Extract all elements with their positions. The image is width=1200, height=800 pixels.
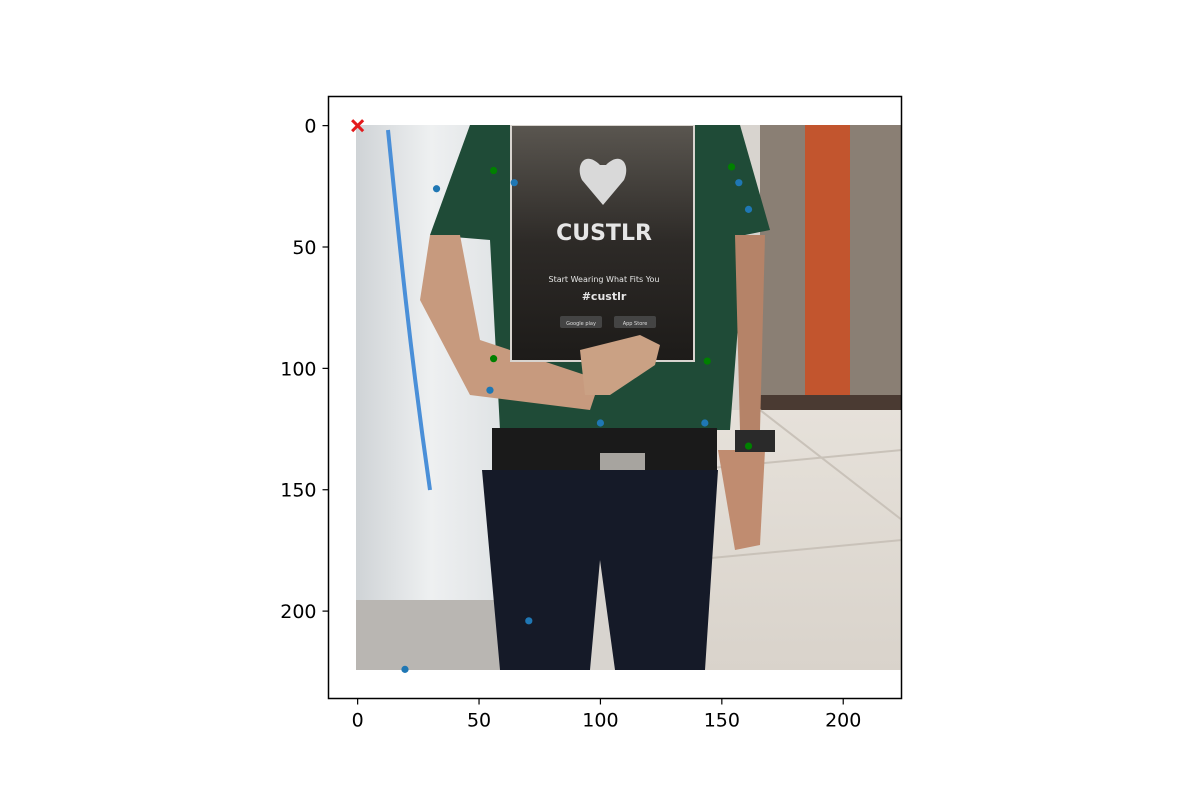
- scatter-point: [735, 179, 743, 187]
- y-tick-label: 50: [292, 237, 316, 259]
- y-tick-label: 0: [304, 116, 316, 138]
- poster-badge-google: [560, 316, 602, 328]
- scatter-point: [401, 665, 409, 673]
- scatter-point: [744, 205, 753, 213]
- background-photo: CUSTLR Start Wearing What Fits You #cust…: [356, 125, 902, 670]
- x-tick-label: 100: [582, 710, 618, 732]
- y-tick-label: 100: [280, 358, 316, 380]
- scatter-point: [525, 617, 533, 625]
- y-axis: 0 50 100 150 200: [280, 116, 329, 623]
- scatter-point: [744, 442, 753, 450]
- reference-x-marker: [351, 119, 365, 133]
- scatter-point: [486, 386, 494, 394]
- scatter-point: [727, 163, 736, 171]
- scatter-point: [701, 419, 709, 427]
- axes-frame: [327, 95, 903, 700]
- poster-badge-apple-label: App Store: [623, 321, 648, 327]
- x-tick-label: 150: [704, 710, 740, 732]
- poster-badge-apple: [614, 316, 656, 328]
- poster-brand: CUSTLR: [556, 221, 652, 246]
- scatter-point: [490, 166, 498, 175]
- x-tick-label: 200: [825, 710, 861, 732]
- scatter-point: [432, 185, 441, 193]
- poster-hashtag: #custlr: [582, 290, 627, 303]
- scatter-point: [703, 357, 711, 365]
- x-tick-label: 50: [467, 710, 491, 732]
- x-tick-label: 0: [352, 710, 364, 732]
- y-tick-label: 150: [280, 480, 316, 502]
- y-tick-label: 200: [280, 601, 316, 623]
- x-axis: 0 50 100 150 200: [352, 698, 861, 732]
- scatter-point: [596, 419, 605, 427]
- scatter-point: [510, 179, 518, 187]
- poster-tagline: Start Wearing What Fits You: [549, 275, 660, 284]
- scatter-points: [351, 119, 753, 673]
- scatter-point: [490, 355, 498, 363]
- poster-badge-google-label: Google play: [566, 321, 596, 327]
